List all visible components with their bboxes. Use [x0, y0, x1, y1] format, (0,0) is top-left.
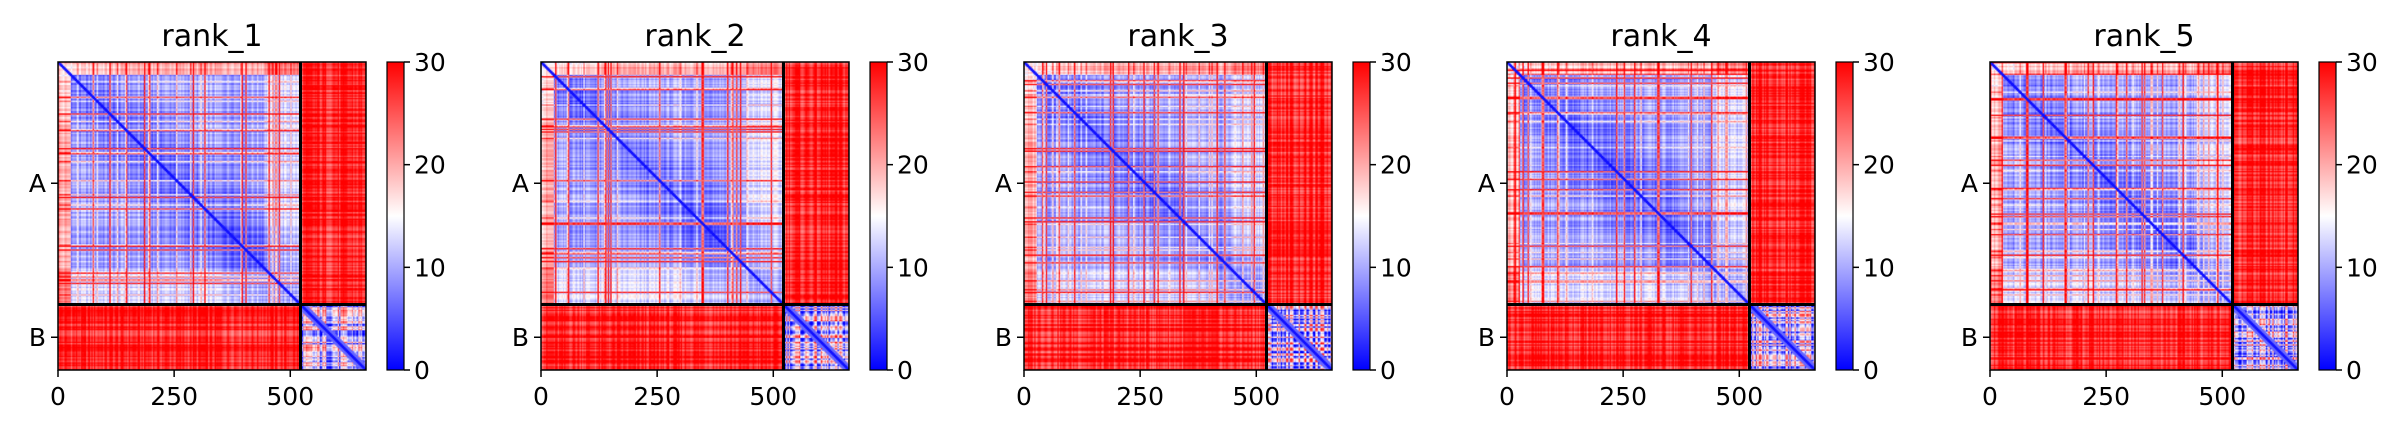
colorbar-tick-label: 10 — [1863, 253, 1895, 282]
colorbar-gradient — [870, 62, 887, 370]
x-tick-label: 500 — [1715, 382, 1763, 411]
x-tick-label: 250 — [1599, 382, 1647, 411]
colorbar-tick-label: 20 — [1380, 151, 1412, 180]
axes-frame — [1989, 61, 2299, 371]
colorbar-frame — [386, 61, 405, 371]
x-tick-label: 250 — [150, 382, 198, 411]
heatmap-image — [1507, 62, 1815, 370]
heatmap-image — [1990, 62, 2298, 370]
chain-label-a: A — [29, 169, 46, 198]
x-tick-label: 500 — [1232, 382, 1280, 411]
panel-4: rank_4 0 250 500 A B 0 10 20 30 — [1478, 19, 1895, 411]
colorbar-frame — [1835, 61, 1854, 371]
colorbar-frame — [2318, 61, 2337, 371]
x-tick-label: 250 — [1116, 382, 1164, 411]
axes-frame — [1506, 61, 1816, 371]
heatmap-panels: rank_1 0 250 500 A B 0 10 20 30 rank_2 0 250 500 A B 0 10… — [29, 19, 2378, 411]
panel-title: rank_3 — [1127, 19, 1228, 54]
chain-label-b: B — [512, 323, 529, 352]
colorbar-gradient — [1836, 62, 1853, 370]
chain-label-b: B — [995, 323, 1012, 352]
colorbar-tick-label: 20 — [897, 151, 929, 180]
colorbar-gradient — [2319, 62, 2336, 370]
panel-2: rank_2 0 250 500 A B 0 10 20 30 — [512, 19, 929, 411]
colorbar-tick-label: 10 — [1380, 253, 1412, 282]
colorbar-tick-label: 0 — [897, 356, 913, 385]
panel-3: rank_3 0 250 500 A B 0 10 20 30 — [995, 19, 1412, 411]
colorbar-tick-label: 10 — [414, 253, 446, 282]
panel-title: rank_4 — [1610, 19, 1711, 54]
x-tick-label: 0 — [533, 382, 549, 411]
x-tick-label: 0 — [50, 382, 66, 411]
panel-1: rank_1 0 250 500 A B 0 10 20 30 — [29, 19, 446, 411]
chain-label-a: A — [995, 169, 1012, 198]
chain-label-a: A — [1478, 169, 1495, 198]
axes-frame — [57, 61, 367, 371]
heatmap-image — [541, 62, 849, 370]
colorbar-tick-label: 30 — [414, 48, 446, 77]
chain-label-b: B — [29, 323, 46, 352]
panel-title: rank_2 — [644, 19, 745, 54]
colorbar-tick-label: 0 — [414, 356, 430, 385]
x-tick-label: 0 — [1499, 382, 1515, 411]
x-tick-label: 250 — [633, 382, 681, 411]
x-tick-label: 0 — [1016, 382, 1032, 411]
x-tick-label: 500 — [749, 382, 797, 411]
colorbar-tick-label: 30 — [2346, 48, 2378, 77]
colorbar-gradient — [387, 62, 404, 370]
colorbar-tick-label: 0 — [2346, 356, 2362, 385]
heatmap-image — [1024, 62, 1332, 370]
colorbar-tick-label: 10 — [2346, 253, 2378, 282]
colorbar-gradient — [1353, 62, 1370, 370]
axes-frame — [1023, 61, 1333, 371]
colorbar-tick-label: 30 — [1863, 48, 1895, 77]
colorbar-tick-label: 20 — [1863, 151, 1895, 180]
colorbar-tick-label: 10 — [897, 253, 929, 282]
axes-frame — [540, 61, 850, 371]
colorbar-frame — [869, 61, 888, 371]
heatmap-image — [58, 62, 366, 370]
colorbar-frame — [1352, 61, 1371, 371]
panel-title: rank_1 — [161, 19, 262, 54]
chain-label-a: A — [512, 169, 529, 198]
panel-title: rank_5 — [2093, 19, 2194, 54]
x-tick-label: 500 — [2198, 382, 2246, 411]
colorbar-tick-label: 20 — [2346, 151, 2378, 180]
x-tick-label: 500 — [266, 382, 314, 411]
colorbar-tick-label: 30 — [1380, 48, 1412, 77]
colorbar-tick-label: 0 — [1863, 356, 1879, 385]
x-tick-label: 250 — [2082, 382, 2130, 411]
colorbar-tick-label: 30 — [897, 48, 929, 77]
chain-label-b: B — [1478, 323, 1495, 352]
colorbar-tick-label: 20 — [414, 151, 446, 180]
panel-5: rank_5 0 250 500 A B 0 10 20 30 — [1961, 19, 2378, 411]
x-tick-label: 0 — [1982, 382, 1998, 411]
chain-label-b: B — [1961, 323, 1978, 352]
colorbar-tick-label: 0 — [1380, 356, 1396, 385]
chain-label-a: A — [1961, 169, 1978, 198]
